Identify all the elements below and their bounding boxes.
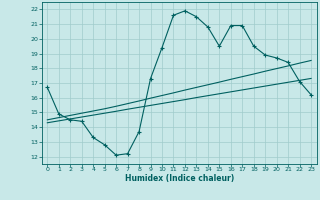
X-axis label: Humidex (Indice chaleur): Humidex (Indice chaleur) bbox=[124, 174, 234, 183]
